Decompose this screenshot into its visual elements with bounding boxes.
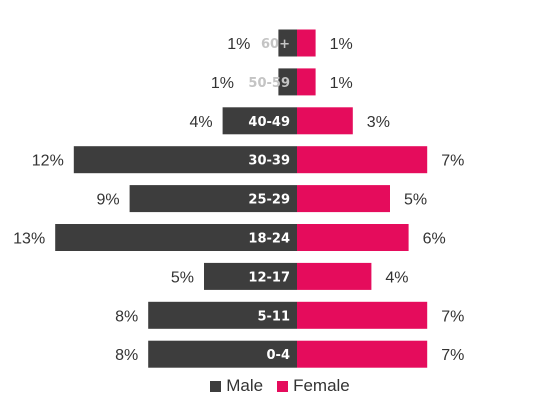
bar-female-40-49 [297,107,353,135]
legend: Male Female [0,374,560,398]
legend-swatch-male [210,380,222,392]
value-label-female-5-11: 7% [441,308,464,325]
value-label-male-60+: 1% [227,36,250,53]
bar-female-50-59 [297,68,316,96]
female-bars [297,29,428,368]
category-label-50-59: 50-59 [248,76,290,91]
value-labels: 1% 1% 1% 1% 4% 3% 12% 7% 9% 5% 13% 6% 5% 4% 8% 7% 8% 7% [13,36,464,364]
population-pyramid-chart: 60+ 50-59 40-49 30-39 25-29 18-24 12-17 5-11 0-4… [13,29,464,368]
value-label-female-25-29: 5% [404,192,427,209]
legend-item-male: Male [210,376,263,396]
category-label-25-29: 25-29 [248,193,290,208]
value-label-male-40-49: 4% [189,114,212,131]
category-label-18-24: 18-24 [248,232,290,247]
legend-label-male: Male [226,376,264,395]
value-label-male-0-4: 8% [115,347,138,364]
legend-swatch-female [277,380,289,392]
category-label-0-4: 0-4 [267,348,291,363]
bar-male-30-39 [73,146,297,174]
value-label-female-0-4: 7% [441,347,464,364]
bar-male-25-29 [129,185,297,213]
value-label-male-30-39: 12% [32,153,64,170]
bar-male-60+ [278,29,297,57]
value-label-female-18-24: 6% [423,231,446,248]
bar-female-60+ [297,29,316,57]
category-label-40-49: 40-49 [248,115,290,130]
value-label-male-5-11: 8% [115,308,138,325]
value-label-female-50-59: 1% [330,75,353,92]
value-label-male-50-59: 1% [211,75,234,92]
category-label-60+: 60+ [261,37,290,52]
value-label-female-12-17: 4% [385,269,408,286]
bar-female-25-29 [297,185,390,213]
bar-male-40-49 [222,107,297,135]
value-label-male-12-17: 5% [171,269,194,286]
legend-item-female: Female [277,376,350,396]
age-group-labels: 60+ 50-59 40-49 30-39 25-29 18-24 12-17 5-11 0-4 [248,37,290,363]
value-label-female-40-49: 3% [367,114,390,131]
bar-female-12-17 [297,262,372,290]
legend-label-female: Female [293,376,350,395]
bar-male-0-4 [148,340,297,368]
male-bars [55,29,298,368]
bar-male-18-24 [55,224,298,251]
value-label-male-25-29: 9% [96,192,119,209]
bar-male-50-59 [278,68,297,96]
category-label-5-11: 5-11 [257,309,290,324]
bar-male-5-11 [148,301,297,329]
bar-female-18-24 [297,224,409,251]
bar-female-5-11 [297,301,428,329]
bar-female-30-39 [297,146,428,174]
value-label-female-30-39: 7% [441,153,464,170]
category-label-12-17: 12-17 [248,270,290,285]
bar-female-0-4 [297,340,428,368]
value-label-female-60+: 1% [330,36,353,53]
category-label-30-39: 30-39 [248,154,290,169]
bar-male-12-17 [204,262,297,290]
value-label-male-18-24: 13% [13,231,45,248]
